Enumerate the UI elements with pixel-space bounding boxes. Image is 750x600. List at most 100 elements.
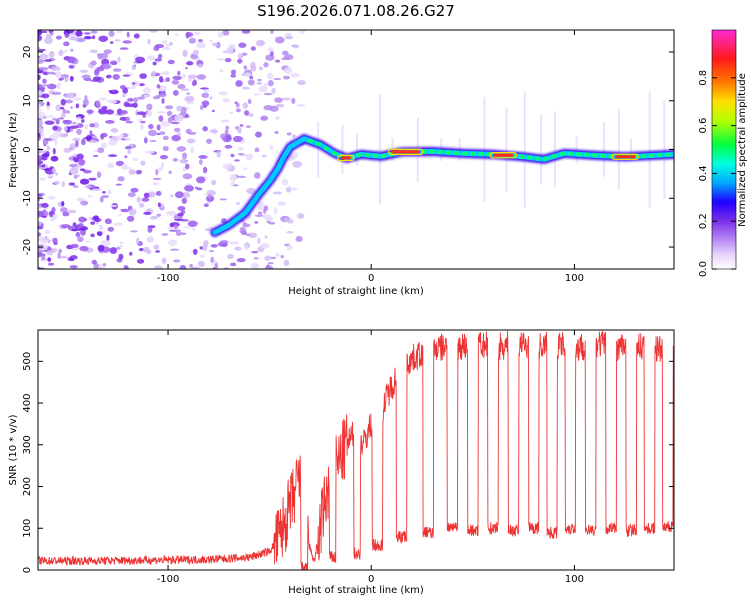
noise-blob [246, 187, 256, 195]
noise-blob [56, 82, 61, 89]
noise-blob [84, 124, 89, 130]
noise-blob [211, 179, 217, 186]
noise-blob [201, 92, 210, 99]
noise-blob [148, 129, 158, 137]
ridge-peak [340, 156, 351, 160]
noise-blob [152, 96, 161, 100]
noise-blob [177, 70, 181, 76]
noise-blob [131, 82, 137, 90]
noise-blob [120, 208, 126, 212]
noise-blob [257, 201, 265, 208]
noise-blob [235, 108, 241, 113]
noise-blob [290, 73, 301, 78]
colorbar-tick-label: 0.2 [698, 213, 709, 229]
ridge-highlight [445, 150, 452, 155]
noise-blob [154, 58, 163, 62]
noise-blob [90, 233, 95, 238]
noise-blob [109, 247, 118, 255]
noise-blob [214, 262, 218, 269]
spectrogram-x-axis: -100 0 100 [157, 30, 584, 284]
noise-blob [70, 106, 74, 109]
noise-blob [174, 114, 184, 122]
noise-blob [45, 33, 53, 39]
noise-blob [68, 182, 76, 186]
noise-blob [82, 98, 90, 106]
noise-blob [117, 176, 125, 182]
y-tick-label: -10 [22, 190, 33, 206]
noise-blob [257, 237, 261, 244]
noise-blob [242, 223, 251, 228]
noise-blob [152, 177, 162, 181]
noise-blob [42, 78, 47, 84]
noise-blob [169, 248, 180, 251]
noise-blob [243, 65, 248, 70]
noise-blob [60, 224, 71, 229]
noise-blob [41, 156, 48, 161]
noise-blob [171, 79, 180, 85]
noise-blob [185, 128, 192, 134]
noise-blob [226, 253, 234, 260]
noise-blob [251, 250, 259, 254]
noise-blob [60, 98, 66, 106]
noise-blob [177, 131, 181, 137]
noise-blob [159, 154, 168, 160]
noise-blob [185, 163, 190, 170]
noise-blob [160, 121, 171, 128]
noise-blob [119, 85, 126, 90]
noise-blob [218, 91, 228, 96]
noise-blob [264, 255, 272, 261]
noise-blob [126, 215, 135, 222]
noise-blob [124, 155, 128, 159]
noise-blob [69, 125, 79, 129]
noise-blob [133, 97, 139, 103]
noise-blob [119, 47, 129, 50]
noise-blob [269, 105, 279, 112]
noise-blob [81, 74, 91, 79]
noise-blob [206, 138, 213, 145]
y-tick-label: 100 [22, 519, 33, 538]
noise-blob [38, 149, 48, 154]
noise-blob [97, 244, 105, 252]
noise-blob [38, 58, 45, 64]
noise-blob [76, 197, 86, 202]
noise-blob [263, 92, 273, 96]
noise-blob [291, 187, 298, 191]
noise-blob [61, 201, 65, 207]
noise-blob [139, 123, 144, 131]
noise-blob [92, 154, 99, 158]
noise-blob [199, 246, 203, 250]
noise-blob [160, 70, 170, 76]
noise-blob [222, 163, 232, 170]
noise-blob [162, 135, 169, 141]
noise-blob [41, 84, 51, 87]
noise-blob [273, 207, 278, 215]
noise-streak [630, 138, 633, 161]
ridge-highlight [437, 149, 444, 155]
noise-blob [244, 110, 250, 116]
noise-blob [179, 158, 188, 164]
noise-blob [100, 142, 108, 149]
noise-blob [161, 233, 169, 236]
noise-blob [222, 98, 231, 103]
noise-blob [210, 256, 214, 263]
ridge-peak-edge [489, 151, 518, 159]
noise-blob [38, 210, 44, 217]
noise-blob [263, 62, 269, 68]
noise-blob [52, 237, 58, 244]
noise-blob [130, 143, 134, 148]
noise-blob [194, 186, 198, 189]
noise-blob [40, 202, 49, 208]
noise-blob [89, 123, 95, 128]
noise-blob [260, 115, 269, 121]
noise-blob [292, 44, 300, 49]
noise-blob [130, 187, 139, 193]
noise-blob [176, 146, 187, 152]
noise-blob [194, 31, 201, 36]
noise-blob [58, 248, 62, 254]
noise-blob [269, 256, 277, 260]
noise-blob [69, 65, 74, 69]
noise-blob [209, 249, 215, 253]
colorbar-tick-label: 0.6 [698, 118, 709, 134]
chart-title: S196.2026.071.08.26.G27 [257, 2, 455, 20]
